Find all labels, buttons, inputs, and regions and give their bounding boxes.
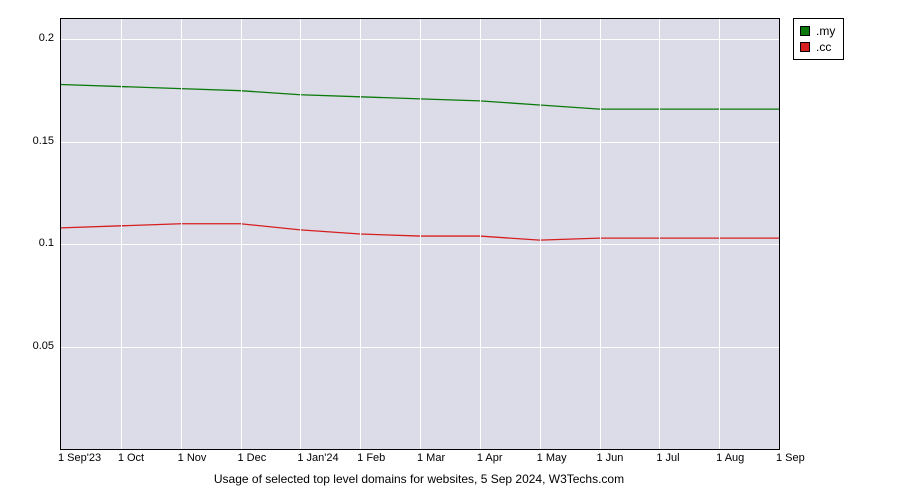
x-tick-label: 1 Sep — [776, 452, 805, 464]
legend-item: .cc — [800, 39, 835, 55]
chart-container: 0.05 0.1 0.15 0.2 1 Sep'23 1 Oct 1 Nov 1 Dec 1 … — [0, 0, 900, 500]
x-tick-label: 1 Oct — [118, 452, 144, 464]
x-tick-label: 1 Aug — [716, 452, 744, 464]
plot-area — [60, 18, 780, 450]
legend-item: .my — [800, 23, 835, 39]
gridline-v — [600, 19, 601, 449]
x-tick-label: 1 Jul — [656, 452, 679, 464]
chart-caption: Usage of selected top level domains for … — [60, 472, 778, 486]
gridline-v — [719, 19, 720, 449]
legend-swatch — [800, 26, 810, 36]
gridline-v — [241, 19, 242, 449]
y-tick-label: 0.05 — [22, 340, 54, 352]
x-tick-label: 1 Nov — [178, 452, 207, 464]
gridline-v — [300, 19, 301, 449]
gridline-v — [121, 19, 122, 449]
x-tick-label: 1 Jan'24 — [297, 452, 338, 464]
gridline-v — [181, 19, 182, 449]
x-tick-label: 1 Apr — [477, 452, 503, 464]
y-tick-label: 0.15 — [22, 135, 54, 147]
y-tick-label: 0.2 — [22, 32, 54, 44]
gridline-v — [480, 19, 481, 449]
gridline-v — [659, 19, 660, 449]
gridline-v — [360, 19, 361, 449]
y-tick-label: 0.1 — [22, 237, 54, 249]
x-tick-label: 1 Feb — [357, 452, 385, 464]
legend-label: .cc — [816, 39, 831, 55]
x-tick-label: 1 Sep'23 — [58, 452, 101, 464]
x-tick-label: 1 Jun — [597, 452, 624, 464]
x-tick-label: 1 Dec — [238, 452, 267, 464]
gridline-v — [420, 19, 421, 449]
x-tick-label: 1 May — [537, 452, 567, 464]
legend-swatch — [800, 42, 810, 52]
legend: .my.cc — [793, 18, 844, 60]
x-tick-label: 1 Mar — [417, 452, 445, 464]
gridline-v — [540, 19, 541, 449]
legend-label: .my — [816, 23, 835, 39]
